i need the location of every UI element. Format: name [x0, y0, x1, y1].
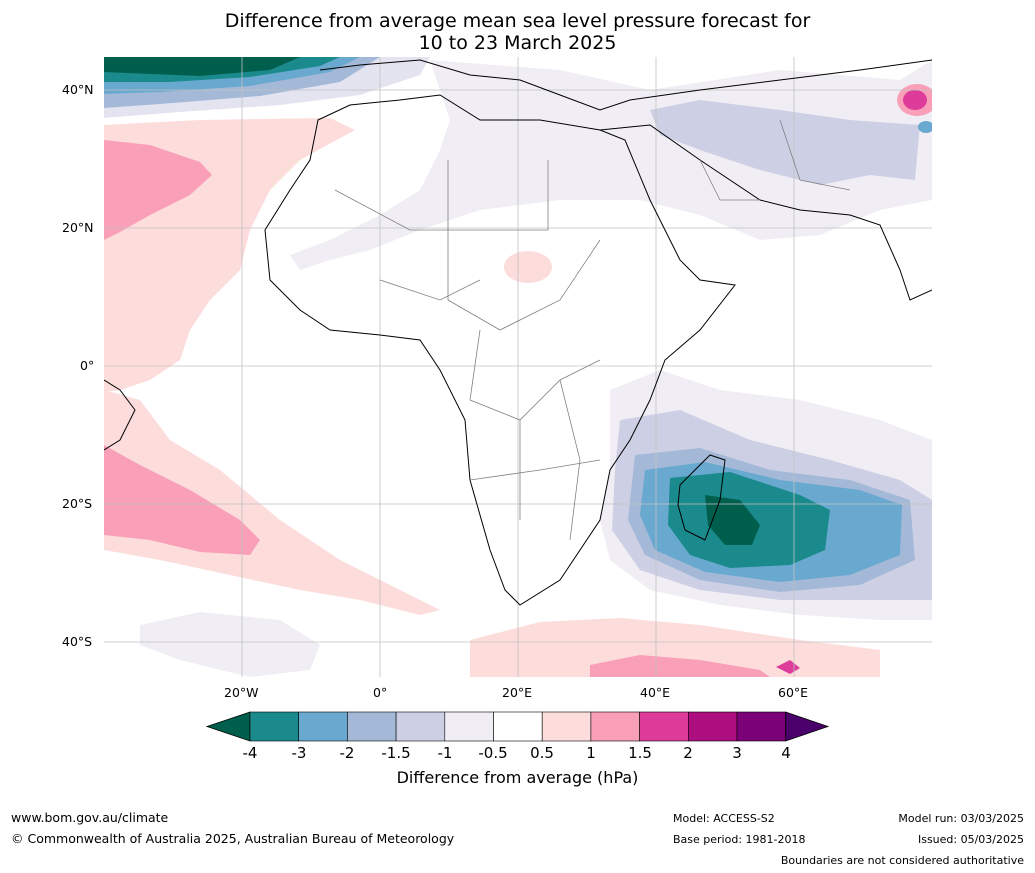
- footer-boundaries: Boundaries are not considered authoritat…: [780, 854, 1024, 867]
- colorbar-swatch: [639, 711, 689, 742]
- footer-model: Model: ACCESS-S2: [673, 812, 775, 825]
- colorbar-tick-m3: -3: [291, 744, 307, 762]
- footer-url: www.bom.gov.au/climate: [11, 810, 169, 825]
- contour-south-atlantic-pos05: [104, 390, 440, 615]
- footer-copyright: © Commonwealth of Australia 2025, Austra…: [11, 831, 455, 846]
- lon-label-20w: 20°W: [224, 685, 259, 700]
- contour-southern-neg: [140, 612, 320, 677]
- colorbar-tick-m4: -4: [242, 744, 258, 762]
- colorbar-tick-p15: 1.5: [628, 744, 652, 762]
- lon-label-40e: 40°E: [640, 685, 671, 700]
- colorbar-label: Difference from average (hPa): [396, 768, 639, 787]
- colorbar: [205, 711, 830, 742]
- colorbar-tick-p3: 3: [732, 744, 742, 762]
- lat-label-20s: 20°S: [62, 496, 93, 511]
- contour-middle-east-m1: [650, 100, 920, 185]
- madagascar-coastline: [677, 454, 726, 541]
- colorbar-swatch: [493, 711, 543, 742]
- lat-label-40s: 40°S: [62, 634, 93, 649]
- lon-label-60e: 60°E: [778, 685, 809, 700]
- colorbar-swatch: [736, 711, 787, 742]
- colorbar-tick-p1: 1: [586, 744, 596, 762]
- gridlines: [104, 57, 932, 677]
- footer-issued: Issued: 05/03/2025: [917, 833, 1024, 846]
- map-area: [104, 57, 932, 677]
- title-line-2: 10 to 23 March 2025: [418, 32, 617, 54]
- lon-label-0: 0°: [373, 685, 388, 700]
- title-line-1: Difference from average mean sea level p…: [224, 10, 811, 32]
- lat-label-40n: 40°N: [62, 82, 94, 97]
- contour-north-atlantic-pos1: [104, 140, 212, 240]
- contour-south-atlantic-pos1: [104, 445, 260, 555]
- contour-himalaya-pos2: [903, 90, 927, 110]
- arabia-india-coastline: [599, 124, 932, 301]
- colorbar-swatch: [395, 711, 446, 742]
- colorbar-arrow-min: [205, 711, 251, 742]
- footer-model-run: Model run: 03/03/2025: [898, 812, 1024, 825]
- contour-himalaya-neg2: [918, 121, 932, 133]
- colorbar-tick-m1: -1: [437, 744, 453, 762]
- colorbar-arrow-max: [785, 711, 830, 742]
- contour-southern-pos1: [590, 655, 770, 677]
- footer-base-period: Base period: 1981-2018: [673, 833, 806, 846]
- contour-southern-pos05: [470, 618, 880, 677]
- colorbar-tick-p05: 0.5: [530, 744, 554, 762]
- colorbar-swatch: [249, 711, 300, 742]
- colorbar-swatch: [347, 711, 397, 742]
- lat-label-20n: 20°N: [62, 220, 94, 235]
- lat-label-0: 0°: [80, 358, 95, 373]
- colorbar-tick-p2: 2: [683, 744, 693, 762]
- colorbar-swatch: [590, 711, 640, 742]
- colorbar-tick-m15: -1.5: [381, 744, 411, 762]
- colorbar-tick-m2: -2: [339, 744, 355, 762]
- colorbar-swatch: [541, 711, 592, 742]
- country-borders: [334, 119, 851, 541]
- contour-indian-ocean-m4: [705, 495, 760, 545]
- contour-sahel-pos: [504, 251, 552, 283]
- lon-label-20e: 20°E: [502, 685, 533, 700]
- europe-asia-coastline: [319, 59, 932, 111]
- africa-coastline: [264, 94, 736, 606]
- colorbar-swatch: [687, 711, 738, 742]
- map-title: Difference from average mean sea level p…: [0, 10, 1035, 54]
- colorbar-tick-p4: 4: [781, 744, 791, 762]
- south-america-coastline: [104, 379, 136, 451]
- colorbar-tick-m05: -0.5: [478, 744, 508, 762]
- colorbar-swatch: [298, 711, 348, 742]
- contour-north-atlantic-m4: [104, 57, 300, 76]
- colorbar-swatch: [444, 711, 494, 742]
